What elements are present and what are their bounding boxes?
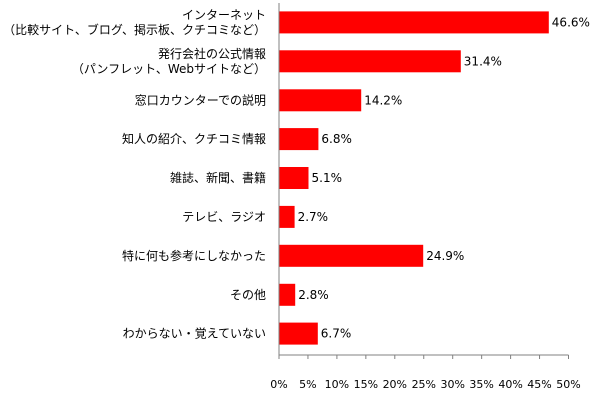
bar-4 — [279, 167, 309, 189]
category-label-7: その他 — [230, 288, 266, 302]
category-label-1-line-0: 発行会社の公式情報 — [158, 46, 266, 61]
x-tick-label-3: 15% — [354, 378, 378, 391]
x-tick-label-2: 10% — [325, 378, 349, 391]
value-label-4: 5.1% — [312, 171, 343, 185]
x-tick-label-7: 35% — [469, 378, 493, 391]
x-tick-label-0: 0% — [270, 378, 287, 391]
value-label-3: 6.8% — [321, 132, 352, 146]
x-tick-label-10: 50% — [556, 378, 580, 391]
category-label-0-line-0: インターネット — [182, 8, 266, 22]
value-label-0: 46.6% — [552, 15, 590, 29]
bar-2 — [279, 89, 362, 112]
x-tick-label-4: 20% — [383, 378, 407, 391]
category-label-6: 特に何も参考にしなかった — [122, 248, 266, 263]
category-labels-group: インターネット（比較サイト、ブログ、掲示板、クチコミなど） 発行会社の公式情報（パ… — [3, 8, 266, 341]
value-label-8: 6.7% — [321, 327, 352, 341]
value-label-7: 2.8% — [298, 288, 329, 302]
category-label-8: わからない・覚えていない — [123, 327, 266, 341]
bar-7 — [279, 283, 296, 306]
bar-8 — [279, 322, 318, 345]
bar-3 — [279, 128, 319, 151]
value-labels-group: 46.6% 31.4% 14.2% 6.8% 5.1% 2.7% 24.9% 2.8% 6.7% — [298, 15, 590, 340]
category-label-5: テレビ、ラジオ — [182, 210, 266, 224]
bars-group — [279, 11, 549, 345]
bar-0 — [279, 11, 549, 34]
category-label-1-line-1: （パンフレット、Webサイトなど） — [72, 62, 266, 76]
x-tick-label-1: 5% — [299, 378, 316, 391]
bar-1 — [279, 50, 461, 73]
value-label-2: 14.2% — [364, 93, 402, 107]
category-label-2: 窓口カウンターでの説明 — [135, 92, 266, 107]
category-label-3: 知人の紹介、クチコミ情報 — [122, 132, 266, 146]
x-tick-label-6: 30% — [440, 378, 464, 391]
value-label-6: 24.9% — [426, 249, 464, 263]
bar-5 — [279, 205, 295, 228]
x-tick-label-5: 25% — [412, 378, 436, 391]
x-tick-label-9: 45% — [527, 378, 551, 391]
category-label-0-line-1: （比較サイト、ブログ、掲示板、クチコミなど） — [3, 22, 266, 37]
x-axis: 0% 5% 10% 15% 20% 25% 30% 35% 40% 45% 50% — [270, 3, 581, 391]
x-tick-label-8: 40% — [498, 378, 522, 391]
category-label-4: 雑誌、新聞、書籍 — [170, 170, 266, 185]
value-label-1: 31.4% — [464, 54, 502, 68]
value-label-5: 2.7% — [298, 210, 329, 224]
bar-6 — [279, 244, 424, 267]
